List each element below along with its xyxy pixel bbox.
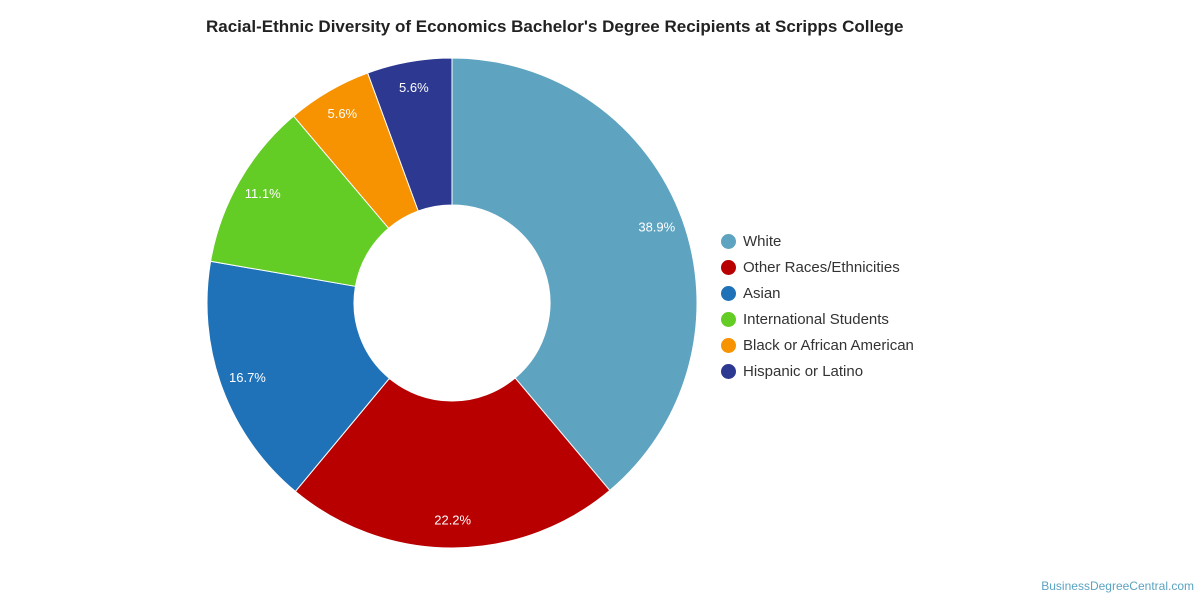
- slice-label-asian: 16.7%: [229, 370, 266, 385]
- legend-label: Hispanic or Latino: [743, 362, 864, 380]
- legend-item-international-students[interactable]: International Students: [721, 306, 914, 332]
- legend-swatch: [721, 285, 736, 301]
- slice-label-international-students: 11.1%: [245, 186, 281, 201]
- legend-swatch: [721, 337, 736, 353]
- chart-legend: White Other Races/Ethnicities Asian Interna…: [721, 228, 914, 384]
- slice-label-hispanic-or-latino: 5.6%: [399, 80, 429, 95]
- slice-white[interactable]: [451, 57, 698, 492]
- slice-hispanic-or-latino[interactable]: [367, 57, 453, 212]
- slice-international-students[interactable]: [209, 115, 390, 287]
- legend-label: Other Races/Ethnicities: [743, 258, 900, 276]
- donut-slices: [206, 57, 698, 549]
- legend-swatch: [721, 363, 736, 379]
- legend-label: International Students: [743, 310, 889, 328]
- source-credit: BusinessDegreeCentral.com: [1041, 579, 1194, 593]
- legend-item-hispanic-or-latino[interactable]: Hispanic or Latino: [721, 358, 914, 384]
- legend-item-black-or-african-american[interactable]: Black or African American: [721, 332, 914, 358]
- legend-label: White: [743, 232, 782, 250]
- legend-swatch: [721, 233, 736, 249]
- slice-label-other-races-ethnicities: 22.2%: [434, 512, 471, 527]
- slice-other-races-ethnicities[interactable]: [294, 377, 611, 549]
- slice-label-black-or-african-american: 5.6%: [327, 106, 357, 121]
- chart-title: Racial-Ethnic Diversity of Economics Bac…: [206, 17, 904, 36]
- slice-label-white: 38.9%: [638, 220, 675, 235]
- legend-swatch: [721, 311, 736, 327]
- slice-labels: 38.9% 22.2% 16.7% 11.1% 5.6% 5.6%: [229, 80, 676, 528]
- legend-label: Black or African American: [743, 336, 914, 354]
- legend-item-other-races-ethnicities[interactable]: Other Races/Ethnicities: [721, 254, 914, 280]
- slice-asian[interactable]: [206, 260, 391, 493]
- legend-item-white[interactable]: White: [721, 228, 914, 254]
- legend-swatch: [721, 259, 736, 275]
- legend-label: Asian: [743, 284, 781, 302]
- legend-item-asian[interactable]: Asian: [721, 280, 914, 306]
